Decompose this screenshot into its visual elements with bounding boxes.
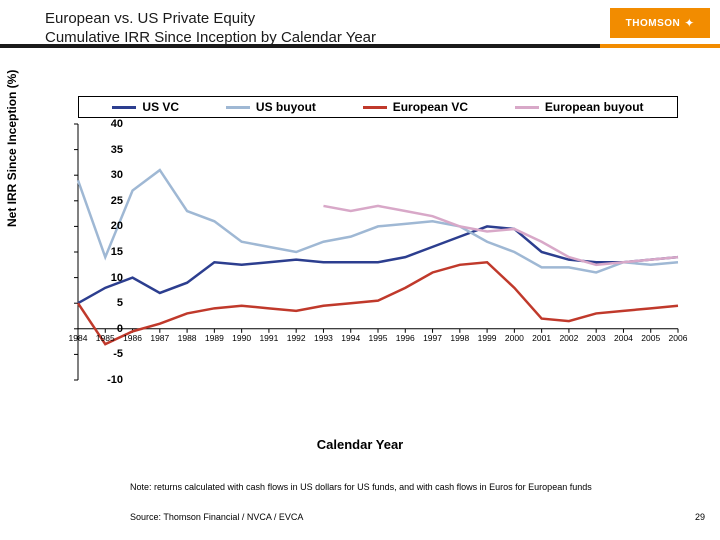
x-tick-label: 1997 (423, 333, 442, 343)
y-tick-label: -5 (93, 348, 123, 360)
x-tick-label: 1998 (450, 333, 469, 343)
x-tick-label: 1987 (150, 333, 169, 343)
y-tick-label: 5 (93, 297, 123, 309)
x-tick-label: 2000 (505, 333, 524, 343)
x-tick-label: 1984 (69, 333, 88, 343)
footnote: Note: returns calculated with cash flows… (130, 482, 592, 492)
x-tick-label: 1990 (232, 333, 251, 343)
x-tick-label: 1991 (259, 333, 278, 343)
source-line: Source: Thomson Financial / NVCA / EVCA (130, 512, 303, 522)
x-tick-label: 1989 (205, 333, 224, 343)
x-tick-label: 1992 (287, 333, 306, 343)
slide-header: European vs. US Private Equity Cumulativ… (0, 0, 720, 60)
y-tick-label: 30 (93, 169, 123, 181)
y-axis-label: Net IRR Since Inception (%) (5, 70, 19, 227)
x-tick-label: 1995 (369, 333, 388, 343)
series-line (78, 226, 678, 303)
series-line (78, 170, 678, 272)
page-number: 29 (695, 512, 705, 522)
x-tick-label: 2002 (559, 333, 578, 343)
x-tick-label: 1999 (478, 333, 497, 343)
x-tick-label: 2003 (587, 333, 606, 343)
x-tick-label: 1996 (396, 333, 415, 343)
x-tick-label: 2004 (614, 333, 633, 343)
y-tick-label: -10 (93, 374, 123, 386)
x-axis-label: Calendar Year (317, 437, 403, 452)
y-tick-label: 40 (93, 118, 123, 130)
x-tick-label: 2006 (669, 333, 688, 343)
x-tick-label: 1993 (314, 333, 333, 343)
chart-container: Net IRR Since Inception (%) US VCUS buyo… (30, 100, 690, 420)
y-tick-label: 15 (93, 246, 123, 258)
series-line (323, 206, 678, 265)
logo-star-icon: ✦ (684, 16, 694, 30)
y-tick-label: 25 (93, 195, 123, 207)
y-tick-label: 10 (93, 272, 123, 284)
y-tick-label: 20 (93, 220, 123, 232)
x-tick-label: 1985 (96, 333, 115, 343)
x-tick-label: 2001 (532, 333, 551, 343)
x-tick-label: 2005 (641, 333, 660, 343)
header-rule-accent (600, 44, 720, 48)
x-tick-label: 1994 (341, 333, 360, 343)
x-tick-label: 1986 (123, 333, 142, 343)
thomson-logo: THOMSON ✦ (610, 8, 710, 38)
logo-text: THOMSON (626, 18, 681, 29)
x-tick-label: 1988 (178, 333, 197, 343)
header-rule (0, 44, 600, 48)
y-tick-label: 35 (93, 144, 123, 156)
